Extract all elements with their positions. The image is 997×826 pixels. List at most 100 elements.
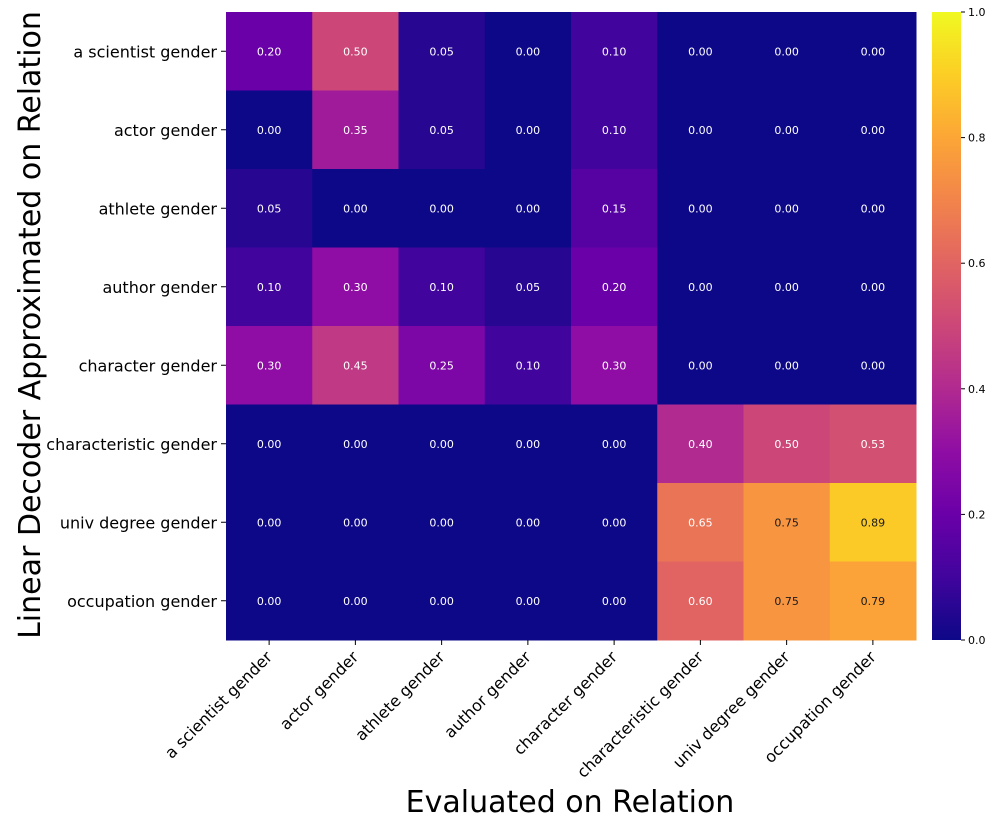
cell-value-label: 0.00: [602, 438, 627, 451]
heatmap-cell: [571, 561, 658, 641]
colorbar-tick-label: 0.0: [968, 634, 986, 647]
cell-value-label: 0.35: [343, 124, 368, 137]
heatmap-cell: [743, 483, 831, 562]
cell-value-label: 0.10: [516, 359, 541, 372]
cell-value-label: 0.05: [429, 45, 454, 58]
y-tick-labels: a scientist gender actor gender athlete ge…: [46, 42, 226, 611]
heatmap-cell: [312, 404, 399, 484]
heatmap-cell: [398, 326, 486, 405]
cell-value-label: 0.53: [861, 438, 886, 451]
cell-value-label: 0.00: [343, 595, 368, 608]
heatmap-cell: [657, 483, 744, 562]
heatmap-cell: [743, 247, 831, 327]
cell-value-label: 0.60: [688, 595, 713, 608]
heatmap-cell: [743, 404, 831, 484]
cell-value-label: 0.10: [602, 124, 627, 137]
heatmap-cell: [829, 90, 917, 170]
colorbar-tick-label: 0.8: [968, 132, 986, 145]
cell-value-label: 0.00: [861, 359, 886, 372]
y-tick-label: univ degree gender: [60, 513, 218, 532]
cell-value-label: 0.30: [257, 359, 282, 372]
cell-value-label: 0.00: [516, 595, 541, 608]
y-tick-label: a scientist gender: [73, 42, 217, 61]
heatmap-cell: [829, 561, 917, 641]
heatmap-cell: [743, 169, 831, 248]
heatmap-cell: [312, 561, 399, 641]
y-tick-label: character gender: [79, 356, 218, 375]
cell-value-label: 0.10: [257, 281, 282, 294]
heatmap-cell: [657, 90, 744, 170]
cell-value-label: 0.40: [688, 438, 713, 451]
heatmap-cell: [571, 404, 658, 484]
colorbar-gradient: [932, 12, 961, 640]
heatmap-cell: [829, 404, 917, 484]
cell-value-label: 0.10: [602, 45, 627, 58]
heatmap-cell: [398, 483, 486, 562]
heatmap-cell: [657, 169, 744, 248]
heatmap-cell: [829, 169, 917, 248]
y-tick-label: occupation gender: [67, 592, 217, 611]
cell-value-label: 0.00: [429, 202, 454, 215]
x-tick-label: a scientist gender: [161, 647, 276, 762]
cell-value-label: 0.00: [602, 595, 627, 608]
heatmap-cell: [398, 169, 486, 248]
cell-value-label: 0.00: [516, 45, 541, 58]
y-axis-title: Linear Decoder Approximated on Relation: [13, 11, 48, 639]
heatmap-cell: [226, 404, 313, 484]
heatmap-cell: [226, 169, 313, 248]
cell-value-label: 0.00: [516, 124, 541, 137]
heatmap-cell: [484, 169, 572, 248]
cell-value-label: 0.00: [861, 124, 886, 137]
cell-value-label: 0.75: [774, 516, 799, 529]
heatmap-cell: [743, 326, 831, 405]
cell-value-label: 0.00: [861, 202, 886, 215]
cell-value-label: 0.00: [688, 359, 713, 372]
colorbar-tick-label: 0.6: [968, 257, 986, 270]
y-tick-label: athlete gender: [99, 199, 218, 218]
cell-value-label: 0.00: [688, 202, 713, 215]
cell-value-label: 0.25: [429, 359, 454, 372]
heatmap-cell: [571, 326, 658, 405]
cell-value-label: 0.20: [257, 45, 282, 58]
cell-value-label: 0.00: [774, 124, 799, 137]
heatmap-cell: [829, 12, 917, 91]
cell-value-label: 0.00: [257, 595, 282, 608]
cell-value-label: 0.00: [343, 202, 368, 215]
heatmap-cell: [398, 90, 486, 170]
heatmap-cell: [312, 169, 399, 248]
heatmap-cell: [571, 90, 658, 170]
cell-value-label: 0.00: [774, 202, 799, 215]
cell-value-label: 0.00: [343, 438, 368, 451]
cell-value-label: 0.00: [861, 45, 886, 58]
heatmap-cell: [226, 561, 313, 641]
cell-value-label: 0.50: [343, 45, 368, 58]
y-tick-label: actor gender: [114, 121, 217, 140]
y-tick-label: author gender: [102, 278, 217, 297]
cell-value-label: 0.00: [257, 516, 282, 529]
cell-value-label: 0.00: [429, 595, 454, 608]
heatmap-cell: [312, 326, 399, 405]
heatmap-cell: [484, 561, 572, 641]
cell-value-label: 0.00: [688, 281, 713, 294]
cell-value-label: 0.20: [602, 281, 627, 294]
heatmap-cell: [398, 404, 486, 484]
x-axis-title: Evaluated on Relation: [406, 785, 735, 820]
heatmap-cell: [657, 247, 744, 327]
heatmap-cell: [657, 12, 744, 91]
cell-value-label: 0.65: [688, 516, 713, 529]
cell-value-label: 0.05: [257, 202, 282, 215]
heatmap-cell: [312, 90, 399, 170]
heatmap-cell: [484, 326, 572, 405]
cell-value-label: 0.00: [429, 438, 454, 451]
heatmap-cell: [571, 12, 658, 91]
cell-value-label: 0.00: [774, 281, 799, 294]
cell-value-label: 0.05: [516, 281, 541, 294]
cell-value-label: 0.15: [602, 202, 627, 215]
heatmap-cell: [484, 12, 572, 91]
cell-value-label: 0.00: [516, 438, 541, 451]
heatmap-cell: [657, 561, 744, 641]
cell-value-label: 0.00: [429, 516, 454, 529]
cell-value-label: 0.45: [343, 359, 368, 372]
